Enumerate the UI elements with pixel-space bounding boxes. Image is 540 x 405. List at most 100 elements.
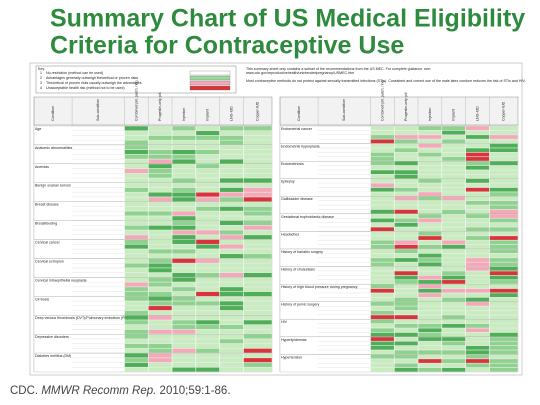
cell bbox=[219, 187, 244, 192]
cell bbox=[465, 332, 490, 337]
cell bbox=[219, 192, 244, 197]
cell bbox=[489, 148, 518, 153]
cell bbox=[172, 187, 196, 192]
legend-swatch bbox=[189, 85, 231, 91]
cell bbox=[219, 239, 244, 244]
cell bbox=[394, 130, 418, 135]
cell bbox=[370, 205, 394, 210]
cell bbox=[243, 343, 272, 349]
cell bbox=[219, 329, 244, 334]
cell bbox=[196, 291, 220, 297]
cell bbox=[243, 173, 272, 178]
column-header: Sub-condition bbox=[342, 99, 346, 121]
cell bbox=[442, 302, 466, 306]
cell bbox=[394, 310, 418, 315]
cell bbox=[148, 183, 172, 188]
cell bbox=[370, 332, 394, 337]
cell bbox=[418, 227, 442, 232]
cell bbox=[219, 145, 244, 150]
cell bbox=[394, 183, 418, 188]
cell bbox=[196, 135, 220, 140]
column-header: LNG-IUD bbox=[475, 106, 479, 121]
condition: History of bariatric surgery bbox=[281, 250, 323, 254]
cell bbox=[465, 130, 490, 135]
cell bbox=[148, 135, 172, 140]
cell bbox=[394, 152, 418, 157]
cell bbox=[148, 159, 172, 164]
cell bbox=[124, 249, 148, 254]
cell bbox=[243, 258, 272, 263]
cell bbox=[370, 249, 394, 254]
cell bbox=[394, 354, 418, 359]
cell bbox=[243, 131, 272, 136]
cell bbox=[172, 192, 196, 197]
cell bbox=[124, 324, 148, 330]
cell bbox=[219, 135, 244, 140]
cell bbox=[370, 293, 394, 298]
cell bbox=[394, 139, 418, 144]
cell bbox=[442, 266, 466, 271]
condition: Depressive disorders bbox=[35, 335, 69, 339]
column-header: Injection bbox=[182, 108, 186, 121]
cell bbox=[370, 174, 394, 179]
cell bbox=[370, 359, 394, 363]
cell bbox=[148, 225, 172, 230]
cell bbox=[219, 277, 244, 282]
cell bbox=[418, 302, 442, 306]
cell bbox=[442, 249, 466, 254]
cell bbox=[418, 363, 442, 368]
cell bbox=[124, 254, 148, 259]
cell bbox=[489, 288, 518, 293]
legend-swatch bbox=[189, 75, 231, 81]
cell bbox=[465, 200, 490, 205]
cell bbox=[489, 222, 518, 227]
cell bbox=[148, 362, 172, 367]
cell bbox=[394, 306, 418, 311]
cell bbox=[442, 345, 466, 350]
cell bbox=[196, 244, 220, 249]
cell bbox=[489, 209, 518, 214]
cell bbox=[243, 263, 272, 268]
cell bbox=[489, 275, 518, 280]
cell bbox=[196, 348, 220, 353]
cell bbox=[418, 266, 442, 271]
cell bbox=[370, 148, 394, 153]
cell bbox=[219, 310, 244, 315]
cell bbox=[442, 126, 466, 131]
cell bbox=[465, 319, 490, 324]
cell bbox=[489, 170, 518, 175]
cell bbox=[219, 301, 244, 306]
cell bbox=[196, 131, 220, 136]
cell bbox=[465, 231, 490, 236]
cell bbox=[124, 367, 148, 372]
cell bbox=[442, 143, 466, 148]
column-header: Combined pill, patch, ring bbox=[134, 80, 138, 121]
cell bbox=[442, 337, 466, 341]
cell bbox=[219, 315, 244, 320]
cell bbox=[370, 284, 394, 289]
cell bbox=[148, 216, 172, 221]
cell bbox=[394, 297, 418, 302]
cell bbox=[148, 126, 172, 131]
cell bbox=[243, 244, 272, 249]
cell bbox=[196, 272, 220, 278]
cell bbox=[196, 178, 220, 183]
cell bbox=[418, 200, 442, 205]
cell bbox=[172, 135, 196, 140]
cell bbox=[442, 192, 466, 196]
cell bbox=[442, 271, 466, 276]
cell bbox=[219, 306, 244, 311]
cell bbox=[172, 206, 196, 211]
cell bbox=[124, 201, 148, 207]
cell bbox=[465, 297, 490, 302]
cell bbox=[489, 350, 518, 355]
cell bbox=[148, 154, 172, 159]
cell bbox=[148, 296, 172, 301]
cell bbox=[465, 187, 490, 192]
column-header: Implant bbox=[206, 109, 210, 121]
cell bbox=[489, 130, 518, 135]
cell bbox=[370, 157, 394, 161]
cell bbox=[465, 192, 490, 196]
column-header: Condition bbox=[51, 106, 55, 121]
cell bbox=[370, 302, 394, 306]
